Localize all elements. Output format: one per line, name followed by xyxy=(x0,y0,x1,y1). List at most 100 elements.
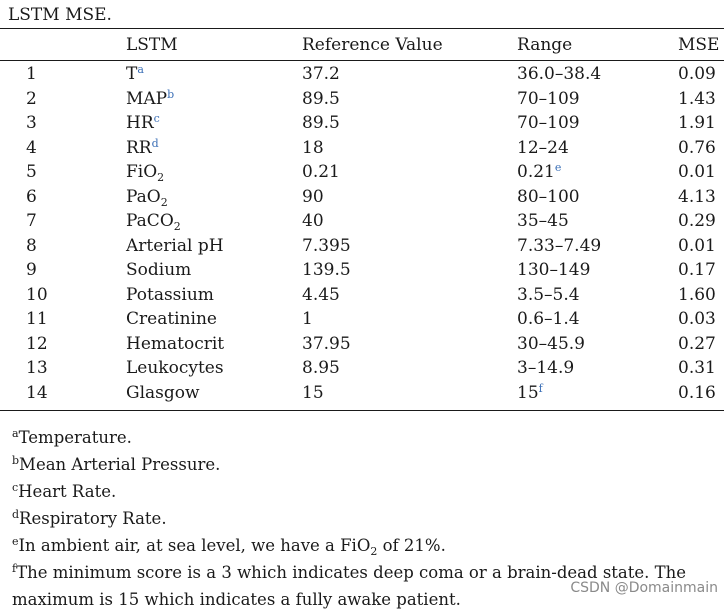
table-row: 8 Arterial pH 7.395 7.33–7.49 0.01 xyxy=(0,234,724,259)
footnote-mark: a xyxy=(12,427,19,440)
cell-variable-text: Leukocytes xyxy=(126,358,224,379)
cell-range-text: 15 xyxy=(517,382,539,403)
cell-range: 70–109 xyxy=(517,87,678,112)
cell-index-text: 13 xyxy=(26,358,48,379)
header-lstm: LSTM xyxy=(126,34,178,55)
cell-mse-text: 0.31 xyxy=(678,358,716,379)
table-row: 12 Hematocrit 37.95 30–45.9 0.27 xyxy=(0,332,724,357)
cell-range-text: 30–45.9 xyxy=(517,333,585,354)
cell-mse-text: 0.17 xyxy=(678,260,716,281)
cell-index-text: 7 xyxy=(26,211,37,232)
cell-variable-text: T xyxy=(126,64,138,85)
footnote-mark: c xyxy=(12,481,19,494)
cell-range: 130–149 xyxy=(517,258,678,283)
footnote: dRespiratory Rate. xyxy=(12,505,724,532)
cell-reference-value: 4.45 xyxy=(302,283,517,308)
cell-range-text: 35–45 xyxy=(517,211,569,232)
cell-index-text: 5 xyxy=(26,162,37,183)
footnote-text: Heart Rate. xyxy=(18,482,117,501)
cell-variable-text: Sodium xyxy=(126,260,192,281)
cell-mse: 0.17 xyxy=(678,258,724,283)
cell-range: 0.21e xyxy=(517,160,678,185)
table-row: 7 PaCO2 40 35–45 0.29 xyxy=(0,209,724,234)
header-index xyxy=(0,31,126,58)
cell-variable: PaO2 xyxy=(126,185,302,210)
cell-reference-value: 7.395 xyxy=(302,234,517,259)
table-row: 2 MAPb 89.5 70–109 1.43 xyxy=(0,87,724,112)
cell-mse: 1.60 xyxy=(678,283,724,308)
cell-range: 7.33–7.49 xyxy=(517,234,678,259)
cell-variable: PaCO2 xyxy=(126,209,302,234)
cell-range-text: 130–149 xyxy=(517,260,591,281)
cell-variable: RRd xyxy=(126,136,302,161)
cell-range: 0.6–1.4 xyxy=(517,307,678,332)
header-rule xyxy=(0,60,724,61)
cell-range-text: 70–109 xyxy=(517,113,580,134)
subscript: 2 xyxy=(173,220,181,234)
cell-range-text: 12–24 xyxy=(517,137,569,158)
footnote-mark: e xyxy=(12,535,19,548)
cell-index: 1 xyxy=(0,58,126,87)
cell-range-text: 80–100 xyxy=(517,186,580,207)
cell-mse-text: 0.09 xyxy=(678,64,716,85)
cell-reference-value-text: 4.45 xyxy=(302,284,340,305)
cell-index: 11 xyxy=(0,307,126,332)
cell-index: 8 xyxy=(0,234,126,259)
cell-range-text: 70–109 xyxy=(517,88,580,109)
cell-index-text: 6 xyxy=(26,186,37,207)
cell-reference-value: 0.21 xyxy=(302,160,517,185)
cell-range: 70–109 xyxy=(517,111,678,136)
footnote-marker: a xyxy=(137,63,144,77)
cell-mse: 0.76 xyxy=(678,136,724,161)
cell-index-text: 12 xyxy=(26,333,48,354)
cell-range-text: 3.5–5.4 xyxy=(517,284,580,305)
footnote: bMean Arterial Pressure. xyxy=(12,451,724,478)
cell-variable: Potassium xyxy=(126,283,302,308)
cell-reference-value-text: 37.95 xyxy=(302,333,351,354)
cell-reference-value-text: 18 xyxy=(302,137,324,158)
footnote-mark: d xyxy=(12,508,20,521)
subscript: 2 xyxy=(160,195,168,209)
cell-index: 7 xyxy=(0,209,126,234)
table-row: 1 Ta 37.2 36.0–38.4 0.09 xyxy=(0,58,724,87)
cell-range: 80–100 xyxy=(517,185,678,210)
footnote: cHeart Rate. xyxy=(12,478,724,505)
cell-mse-text: 1.91 xyxy=(678,113,716,134)
footnote-text: of 21%. xyxy=(377,536,446,555)
cell-range: 3–14.9 xyxy=(517,356,678,381)
cell-mse: 1.91 xyxy=(678,111,724,136)
cell-reference-value: 37.95 xyxy=(302,332,517,357)
header-row: LSTM Reference Value Range MSE xyxy=(0,31,724,58)
cell-variable-text: MAP xyxy=(126,88,168,109)
cell-variable: Creatinine xyxy=(126,307,302,332)
footnote-mark: b xyxy=(12,454,20,467)
cell-variable-text: Arterial pH xyxy=(126,235,224,256)
cell-mse-text: 0.29 xyxy=(678,211,716,232)
cell-range: 36.0–38.4 xyxy=(517,58,678,87)
cell-index: 9 xyxy=(0,258,126,283)
cell-variable: Glasgow xyxy=(126,381,302,406)
cell-variable-text: Glasgow xyxy=(126,382,200,403)
cell-range: 12–24 xyxy=(517,136,678,161)
cell-index-text: 4 xyxy=(26,137,37,158)
footnote-text: Respiratory Rate. xyxy=(19,509,167,528)
footnote-marker: b xyxy=(167,87,175,101)
table-row: 4 RRd 18 12–24 0.76 xyxy=(0,136,724,161)
cell-variable-text: RR xyxy=(126,137,152,158)
cell-reference-value: 90 xyxy=(302,185,517,210)
footnotes: aTemperature. bMean Arterial Pressure. cHe… xyxy=(12,424,724,613)
cell-reference-value: 89.5 xyxy=(302,87,517,112)
footnote-text: Mean Arterial Pressure. xyxy=(19,455,221,474)
header-reference-value: Reference Value xyxy=(302,34,443,55)
bottom-rule xyxy=(0,410,724,411)
cell-mse-text: 0.76 xyxy=(678,137,716,158)
cell-index-text: 8 xyxy=(26,235,37,256)
footnote-text: In ambient air, at sea level, we have a … xyxy=(18,536,371,555)
footnote-marker: c xyxy=(153,112,160,126)
cell-index-text: 1 xyxy=(26,64,37,85)
cell-mse-text: 0.27 xyxy=(678,333,716,354)
table-caption: LSTM MSE. xyxy=(8,5,112,25)
cell-variable: Leukocytes xyxy=(126,356,302,381)
footnote-marker: d xyxy=(151,136,159,150)
footnote: eIn ambient air, at sea level, we have a… xyxy=(12,532,724,559)
